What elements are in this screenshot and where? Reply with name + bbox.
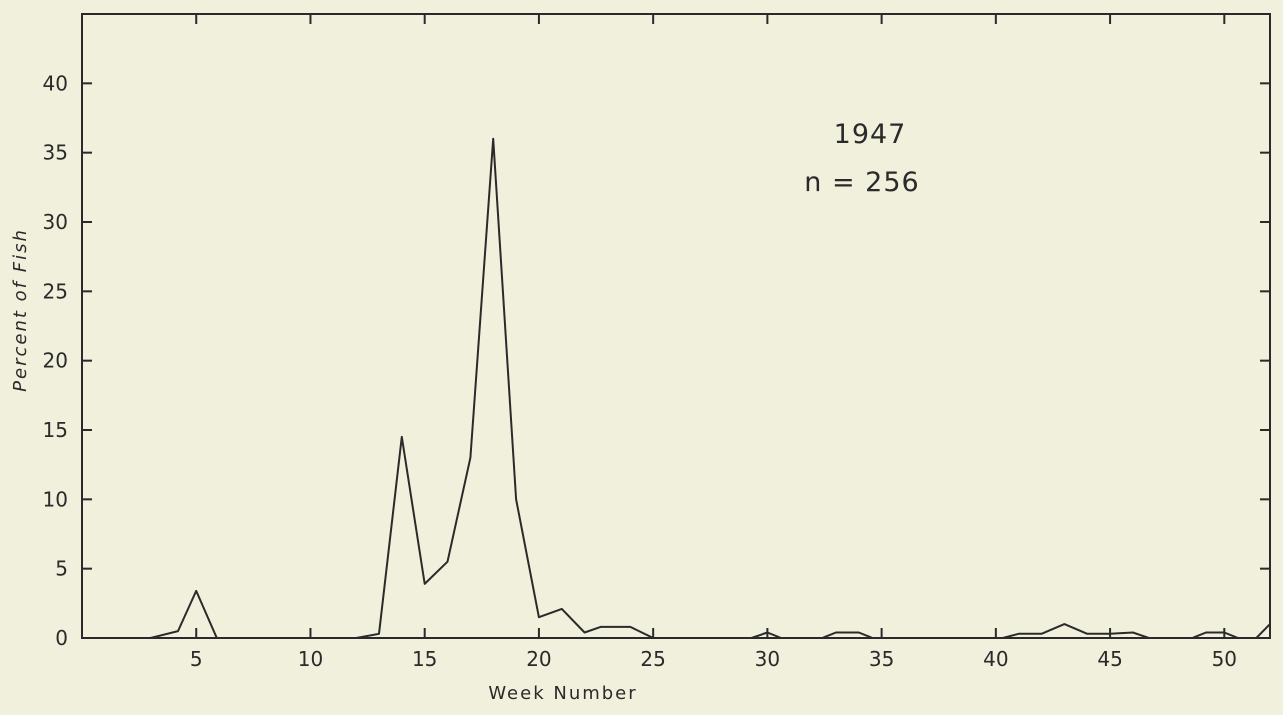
y-tick-label: 15 [43,418,68,442]
series-line-segment [751,631,782,639]
plot-frame [81,13,1271,639]
annotation-year: 1947 [834,119,907,150]
series-line-segment [356,137,654,639]
y-tick-label: 0 [55,626,68,650]
y-tick-label: 35 [43,141,68,165]
y-tick-label: 10 [43,487,68,511]
series-layer [82,137,1271,639]
series-line-segment [1191,631,1239,639]
y-axis-ticks: 0 5 10 15 20 25 30 35 40 [43,71,1270,650]
x-tick-label: 50 [1212,647,1237,671]
y-tick-label: 20 [43,349,68,373]
series-line-segment [1255,623,1271,639]
y-tick-label: 40 [43,71,68,95]
x-tick-label: 40 [983,647,1008,671]
x-tick-label: 20 [526,647,551,671]
plot-border [81,13,1271,639]
series-line-segment [821,631,873,639]
x-tick-label: 5 [190,647,203,671]
x-tick-label: 30 [755,647,780,671]
x-tick-label: 15 [412,647,437,671]
series-line-segment [1002,623,1150,639]
x-tick-label: 25 [640,647,665,671]
y-tick-label: 25 [43,279,68,303]
x-tick-label: 10 [298,647,323,671]
y-tick-label: 30 [43,210,68,234]
series-line-segment [150,589,218,639]
x-axis-ticks: 5 10 15 20 25 30 35 40 45 50 [190,14,1237,671]
x-axis-label: Week Number [488,683,637,704]
y-axis-label: Percent of Fish [10,228,31,392]
annotation-sample-size: n = 256 [804,167,919,198]
x-tick-label: 45 [1097,647,1122,671]
x-tick-label: 35 [869,647,894,671]
y-tick-label: 5 [55,557,68,581]
